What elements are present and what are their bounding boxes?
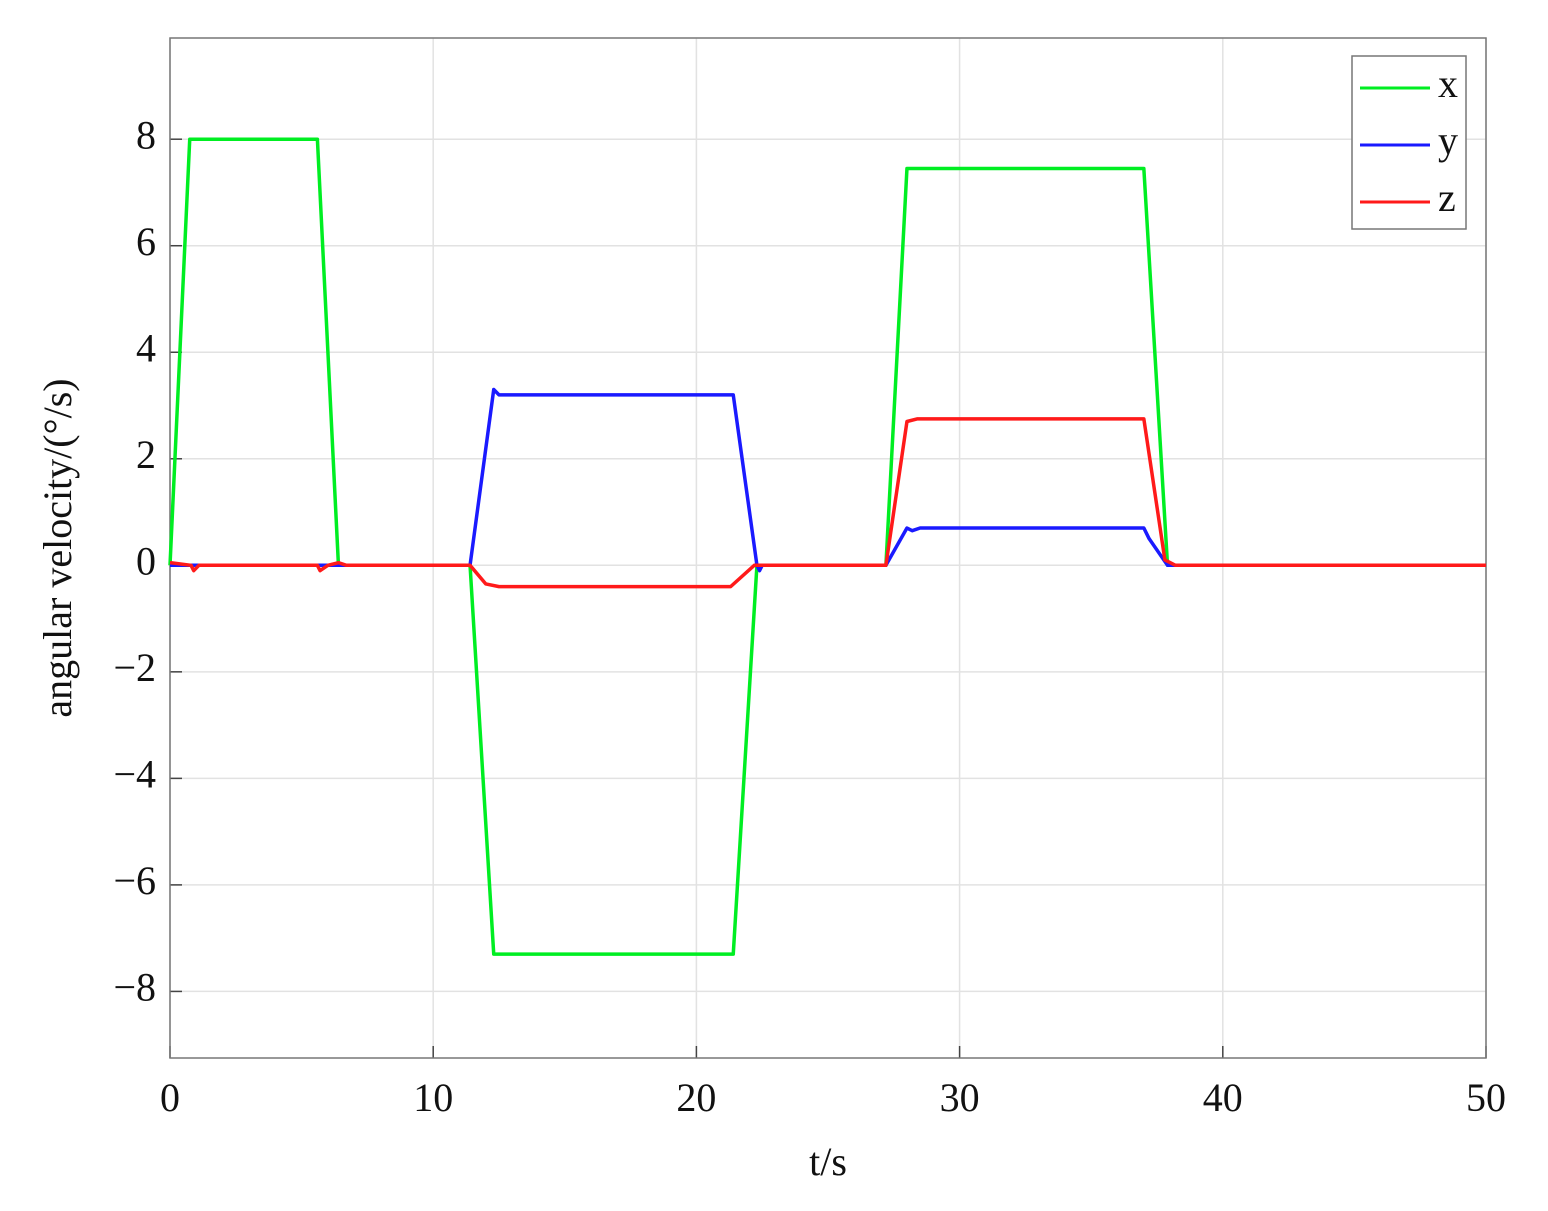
x-tick-label: 40 (1203, 1075, 1243, 1120)
y-tick-label: −8 (113, 965, 156, 1010)
y-tick-label: −6 (113, 858, 156, 903)
series-line (168, 137, 1486, 956)
legend-label: z (1438, 175, 1456, 220)
y-tick-label: 2 (136, 432, 156, 477)
y-tick-label: 4 (136, 325, 156, 370)
x-axis-label: t/s (809, 1139, 847, 1184)
series-line (170, 387, 1486, 573)
y-axis-label: angular velocity/(°/s) (35, 378, 80, 717)
x-tick-label: 50 (1466, 1075, 1506, 1120)
plot-frame (169, 37, 1487, 1059)
legend-label: y (1438, 118, 1458, 163)
y-tick-label: 0 (136, 538, 156, 583)
y-tick-label: 8 (136, 112, 156, 157)
x-tick-label: 20 (676, 1075, 716, 1120)
y-tick-label: −2 (113, 645, 156, 690)
y-tick-label: 6 (136, 219, 156, 264)
y-tick-label: −4 (113, 752, 156, 797)
legend-box (1351, 55, 1467, 230)
x-tick-label: 30 (940, 1075, 980, 1120)
x-tick-label: 0 (160, 1075, 180, 1120)
legend-label: x (1438, 61, 1458, 106)
series-line (169, 417, 1486, 589)
x-tick-label: 10 (413, 1075, 453, 1120)
